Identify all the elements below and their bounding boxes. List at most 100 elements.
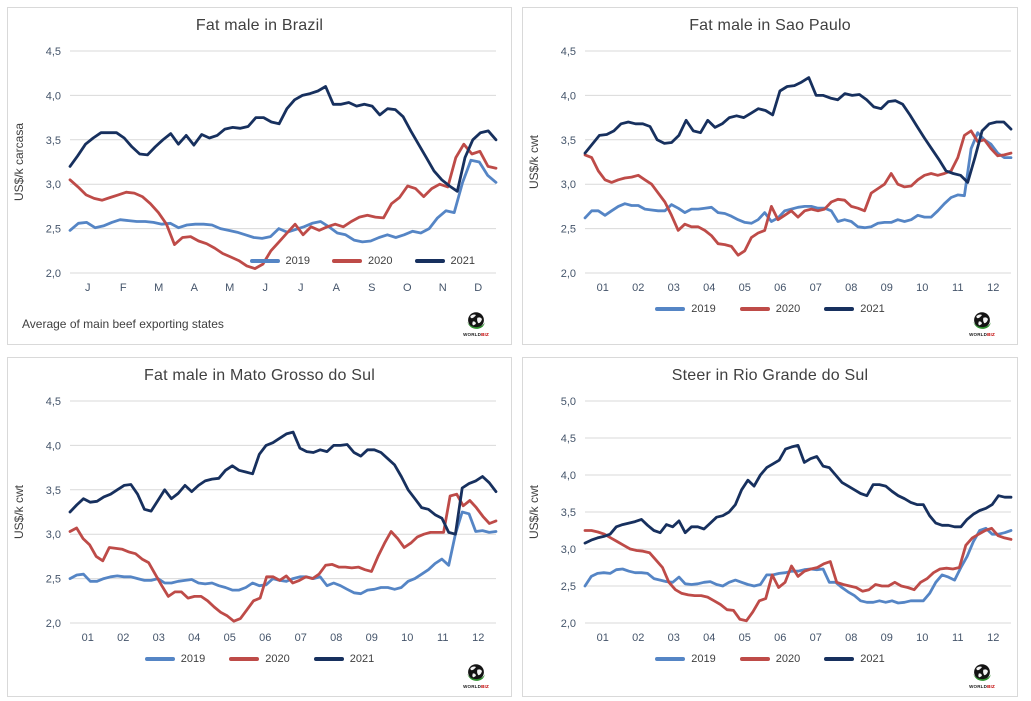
y-tick-label: 2,0 [561,268,576,280]
worldbiz-logo: WORLDBIZ [459,310,493,337]
legend-item-2020: 2020 [739,303,801,315]
x-tick-label: 04 [703,282,715,294]
x-tick-label: 10 [401,632,413,644]
series-line-2020 [68,492,498,623]
series-line-2021 [583,444,1013,545]
x-tick-label: 09 [366,632,378,644]
x-tick-label: S [368,282,375,294]
x-tick-label: 06 [774,632,786,644]
worldbiz-logo: WORLDBIZ [965,310,999,337]
legend-label: 2021 [349,653,375,665]
x-tick-label: 07 [810,282,822,294]
y-tick-label: 2,0 [46,618,61,630]
x-tick-label: 01 [597,282,609,294]
x-tick-label: 03 [668,282,680,294]
y-tick-label: 5,0 [561,396,576,408]
y-tick-label: 2,5 [46,574,61,586]
y-tick-label: 2,5 [561,581,576,593]
legend-swatch-2020 [739,657,770,661]
globe-icon [467,664,485,681]
y-tick-label: 3,5 [561,507,576,519]
legend-label: 2019 [285,255,311,267]
legend-swatch-2019 [144,657,175,661]
legend-swatch-2019 [249,259,280,263]
legend-swatch-2020 [739,307,770,311]
series-line-2019 [68,510,498,596]
legend-swatch-2021 [824,657,855,661]
x-tick-label: 10 [916,282,928,294]
x-tick-label: 04 [188,632,200,644]
x-tick-label: A [333,282,341,294]
series-line-2019 [583,131,1013,230]
x-tick-label: A [191,282,199,294]
legend-item-2019: 2019 [655,303,716,315]
x-tick-label: 01 [597,632,609,644]
legend-item-2020: 2020 [332,255,393,267]
panel-fat-male-sao-paulo: Fat male in Sao Paulo 2,0 2,5 3,0 3,5 4,0 4,5… [522,7,1018,345]
panel-fat-male-mato-grosso: Fat male in Mato Grosso do Sul 2,0 2,5 3,0… [7,357,512,697]
globe-icon [467,312,485,329]
legend-swatch-2021 [414,259,445,263]
y-tick-label: 2,0 [46,268,61,280]
legend-swatch-2021 [824,307,855,311]
x-tick-label: 01 [82,632,94,644]
series-line-2019 [583,526,1013,605]
y-tick-label: 3,0 [46,179,61,191]
x-tick-label: 02 [117,632,129,644]
legend-item-2021: 2021 [313,653,375,665]
legend-label: 2020 [265,653,290,665]
y-tick-label: 2,5 [561,224,576,236]
x-tick-label: 06 [774,282,786,294]
x-tick-label: 09 [881,632,893,644]
legend-item-2021: 2021 [824,653,885,665]
series-line-2019 [68,158,498,244]
series-line-2020 [583,129,1013,257]
y-tick-label: 4,5 [561,46,576,58]
footnote: Average of main beef exporting states [22,317,224,331]
legend-label: 2019 [180,653,206,665]
legend-label: 2020 [775,303,801,315]
x-tick-label: 03 [668,632,680,644]
x-tick-label: 05 [224,632,236,644]
x-tick-label: 11 [437,632,448,644]
x-tick-label: O [403,282,412,294]
y-tick-label: 3,5 [561,135,576,147]
legend-swatch-2021 [313,657,344,661]
legend-item-2019: 2019 [655,653,716,665]
y-tick-label: 4,0 [46,440,61,452]
legend: 2019 2020 2021 [8,653,511,665]
y-tick-label: 3,0 [561,544,576,556]
legend-swatch-2019 [655,657,686,661]
x-tick-label: 04 [703,632,715,644]
chart-title: Steer in Rio Grande do Sul [671,367,869,384]
x-tick-label: 09 [881,282,893,294]
line-chart-rio-grande: 2,0 2,5 3,0 3,5 4,0 4,5 5,0 US$/k cwt 01 02 03 04 05… [527,396,1013,644]
y-tick-label: 3,0 [561,179,576,191]
logo-text: WORLDBIZ [463,684,489,689]
x-tick-label: 02 [632,632,644,644]
line-chart-sao-paulo: 2,0 2,5 3,0 3,5 4,0 4,5 US$/k cwt 01 02 03 04 05 06 0… [527,46,1013,294]
series-line-2020 [583,526,1013,623]
chart-title: Fat male in Sao Paulo [689,17,851,34]
x-tick-label: 12 [987,282,999,294]
y-axis-title: US$/k carcasa [12,123,26,201]
chart-title: Fat male in Mato Grosso do Sul [144,367,375,384]
line-chart-mato-grosso: 2,0 2,5 3,0 3,5 4,0 4,5 US$/k cwt 01 02 03 04 05 06 0… [12,396,498,644]
x-tick-label: F [120,282,127,294]
x-tick-label: 10 [916,632,928,644]
legend-item-2021: 2021 [414,255,475,267]
y-tick-label: 3,5 [46,485,61,497]
globe-icon [973,312,991,329]
x-tick-label: M [225,282,234,294]
x-tick-label: D [474,282,482,294]
x-tick-label: J [85,282,91,294]
legend: 2019 2020 2021 [523,653,1017,665]
x-tick-label: 11 [952,632,963,644]
y-tick-label: 4,0 [46,90,61,102]
x-tick-label: 08 [845,282,857,294]
legend-label: 2021 [860,653,885,665]
x-tick-label: 06 [259,632,271,644]
y-tick-label: 3,0 [46,529,61,541]
x-tick-label: J [263,282,269,294]
